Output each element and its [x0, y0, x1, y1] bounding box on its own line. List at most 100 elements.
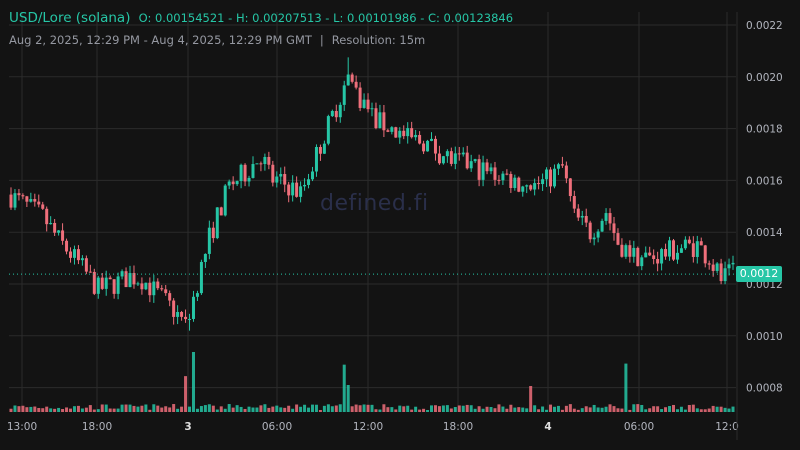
- volume-bar: [76, 405, 80, 412]
- volume-bar: [291, 408, 295, 412]
- volume-bar: [568, 404, 572, 412]
- date-range: Aug 2, 2025, 12:29 PM - Aug 4, 2025, 12:…: [9, 33, 312, 47]
- resolution-label[interactable]: Resolution: 15m: [331, 33, 426, 47]
- volume-bar: [410, 409, 414, 412]
- candle-body: [632, 247, 636, 257]
- candle-body: [144, 282, 148, 290]
- candle-body: [640, 257, 644, 267]
- volume-bar: [116, 408, 120, 412]
- candle-body: [215, 207, 219, 239]
- volume-bar: [211, 405, 215, 412]
- candle-body: [322, 143, 326, 154]
- volume-bar: [207, 404, 211, 412]
- candle-body: [291, 182, 295, 196]
- candle-body: [433, 138, 437, 154]
- candle-body: [588, 222, 592, 240]
- volume-bar: [529, 386, 533, 412]
- candle-body: [465, 152, 469, 169]
- volume-bar: [465, 404, 469, 412]
- volume-bar: [263, 404, 267, 412]
- candle-body: [477, 159, 481, 180]
- volume-bar: [493, 408, 497, 412]
- candle-body: [390, 127, 394, 132]
- volume-bar: [445, 405, 449, 412]
- volume-bar: [648, 408, 652, 412]
- symbol-label[interactable]: USD/Lore (solana): [9, 10, 131, 26]
- volume-bar: [330, 406, 334, 412]
- volume-bar: [72, 406, 76, 412]
- candle-body: [195, 293, 199, 297]
- volume-bar: [172, 404, 176, 412]
- candle-body: [191, 296, 195, 319]
- candle-body: [330, 110, 334, 117]
- candle-body: [267, 156, 271, 165]
- candle-body: [707, 263, 711, 265]
- candle-body: [279, 174, 283, 177]
- volume-bar: [84, 407, 88, 412]
- candle-body: [366, 99, 370, 110]
- candle-body: [489, 167, 493, 172]
- volume-bar: [136, 406, 140, 412]
- candle-body: [271, 164, 275, 183]
- candle-body: [592, 237, 596, 240]
- candle-body: [255, 163, 259, 165]
- volume-bar: [124, 404, 128, 412]
- candle-body: [648, 252, 652, 256]
- volume-bar: [231, 407, 235, 412]
- volume-bar: [707, 408, 711, 412]
- volume-bar: [215, 409, 219, 412]
- volume-bar: [45, 406, 49, 412]
- candle-body: [656, 259, 660, 264]
- x-tick-label: 3: [184, 421, 191, 433]
- candle-body: [318, 146, 322, 154]
- candle-body: [604, 213, 608, 221]
- candle-body: [731, 262, 735, 265]
- chart-subheader: Aug 2, 2025, 12:29 PM - Aug 4, 2025, 12:…: [9, 33, 425, 47]
- volume-bar: [433, 405, 437, 412]
- volume-bar: [457, 405, 461, 412]
- y-tick-label: 0.0016: [746, 175, 783, 187]
- volume-bar: [560, 409, 564, 412]
- x-tick-label: 06:00: [262, 421, 292, 433]
- candle-body: [580, 215, 584, 218]
- candle-body: [660, 249, 664, 264]
- volume-bar: [61, 409, 65, 412]
- volume-bar: [57, 407, 61, 412]
- y-tick-label: 0.0010: [746, 331, 783, 343]
- candle-body: [247, 177, 251, 182]
- volume-bar: [168, 407, 172, 412]
- candle-body: [449, 151, 453, 164]
- candle-body: [608, 213, 612, 224]
- volume-bar: [275, 405, 279, 412]
- candle-body: [199, 261, 203, 294]
- candle-body: [136, 283, 140, 285]
- volume-bar: [338, 404, 342, 412]
- volume-bar: [184, 376, 188, 412]
- volume-bar: [509, 404, 513, 412]
- volume-bar: [251, 407, 255, 412]
- candle-body: [156, 281, 160, 289]
- candle-body: [239, 164, 243, 182]
- volume-bar: [386, 407, 390, 412]
- volume-bar: [549, 404, 553, 412]
- candle-body: [132, 273, 136, 285]
- candle-body: [33, 199, 37, 202]
- volume-bar: [100, 404, 104, 412]
- x-tick-label: 13:00: [7, 421, 37, 433]
- volume-bar: [533, 405, 537, 412]
- chart-header: USD/Lore (solana) O: 0.00154521 - H: 0.0…: [9, 10, 513, 26]
- candle-body: [549, 169, 553, 187]
- candle-body: [402, 130, 406, 137]
- volume-bar: [711, 405, 715, 412]
- candle-body: [346, 74, 350, 86]
- candle-body: [259, 163, 263, 165]
- x-tick-label: 12:00: [353, 421, 383, 433]
- candle-body: [53, 222, 57, 233]
- volume-bar: [195, 408, 199, 412]
- candle-body: [687, 239, 691, 244]
- candle-body: [418, 134, 422, 144]
- volume-bar: [13, 405, 17, 412]
- volume-bar: [541, 406, 545, 412]
- volume-bar: [382, 404, 386, 412]
- volume-bar: [342, 364, 346, 412]
